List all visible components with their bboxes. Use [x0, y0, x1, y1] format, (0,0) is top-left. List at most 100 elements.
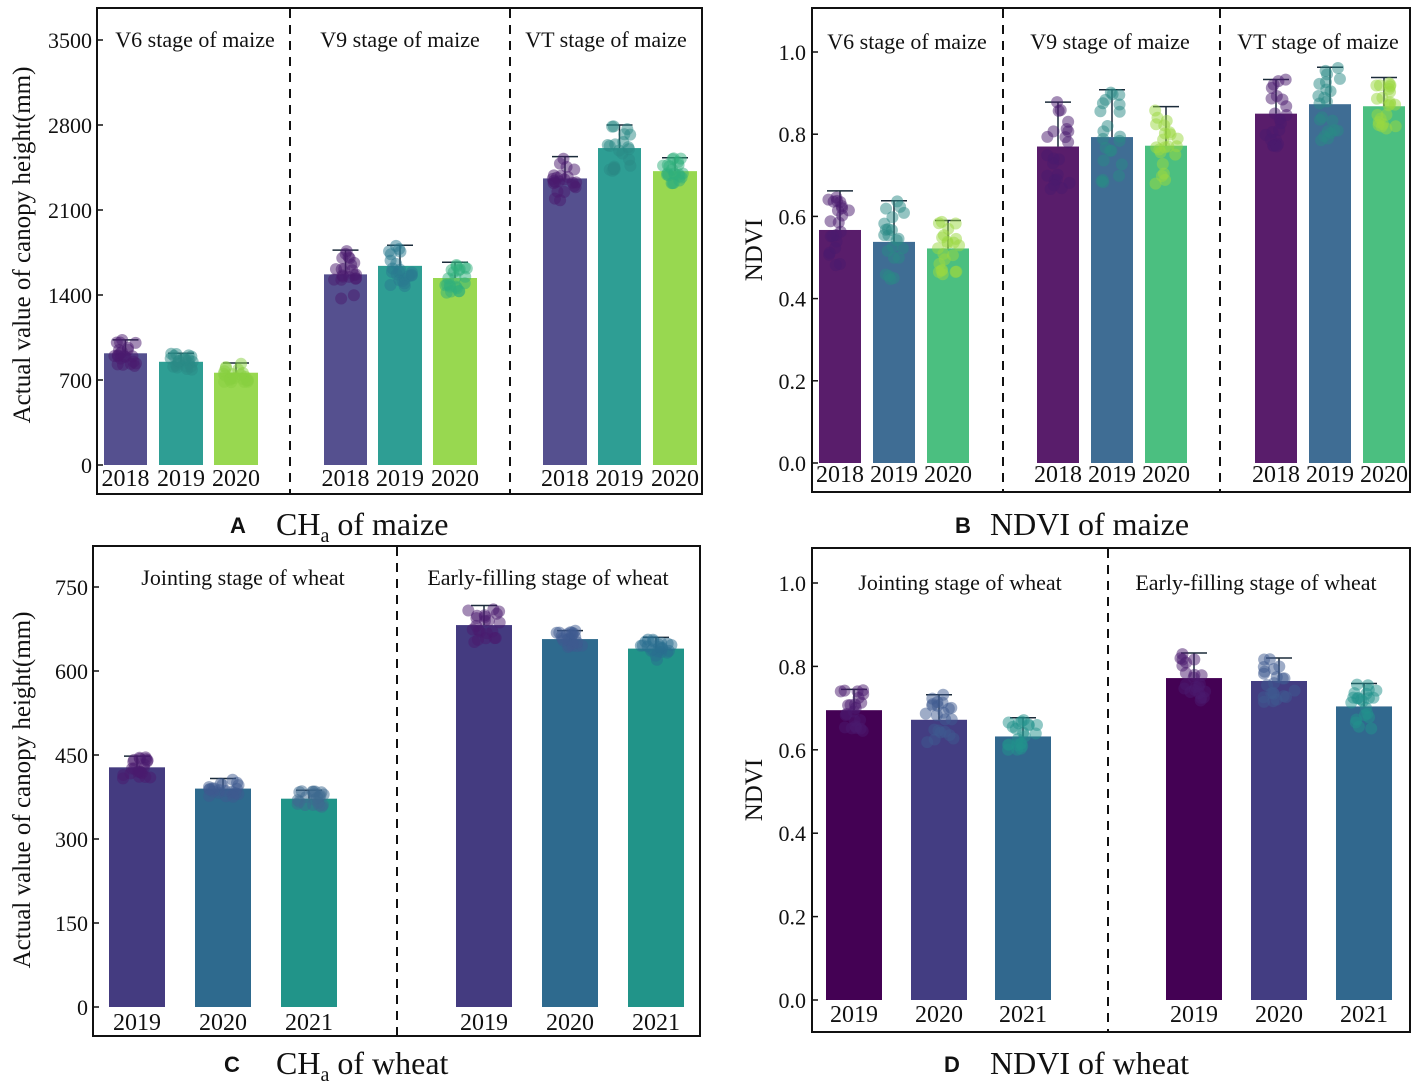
bar-2019 [1166, 678, 1222, 1000]
sample-point [1113, 105, 1126, 118]
sample-point [117, 768, 130, 781]
caption-main: NDVI of maize [990, 506, 1189, 542]
sample-point [1179, 666, 1192, 679]
bar-2021 [1336, 706, 1392, 1000]
panel-caption: CHa of wheat [276, 1045, 449, 1086]
bar-2020 [542, 639, 598, 1007]
sample-point [118, 350, 131, 363]
sample-point [1324, 85, 1337, 98]
sample-point [486, 625, 499, 638]
sample-point [1163, 126, 1176, 139]
sample-point [1321, 68, 1334, 81]
sample-point [1153, 143, 1166, 156]
sample-point [1063, 176, 1076, 189]
sample-point [570, 176, 583, 189]
stage-label: Jointing stage of wheat [858, 570, 1061, 595]
sample-point [608, 162, 621, 175]
sample-point [1041, 149, 1054, 162]
sample-point [1313, 97, 1326, 110]
y-tick-label: 0.2 [779, 369, 807, 394]
plot-frame [96, 7, 703, 495]
sample-point [942, 702, 955, 715]
sample-point [1162, 140, 1175, 153]
sample-point [1195, 691, 1208, 704]
sample-point [1333, 72, 1346, 85]
panel-letter: A [230, 513, 246, 538]
x-tick-label: 2020 [651, 466, 699, 492]
panel-caption: NDVI of wheat [990, 1045, 1189, 1081]
sample-point [606, 120, 619, 133]
y-tick-label: 0.2 [779, 905, 807, 930]
sample-point [852, 691, 865, 704]
x-tick-label: 2019 [1088, 462, 1136, 488]
stage-label: VT stage of maize [1237, 29, 1398, 54]
sample-point [347, 289, 360, 302]
caption-rest: of wheat [329, 1045, 448, 1081]
sample-point [557, 152, 570, 165]
sample-point [1029, 727, 1042, 740]
panel-c: 0 150 300 450 600 750 Actual value of canopy h… [9, 545, 701, 1086]
sample-point [445, 285, 458, 298]
sample-point [1331, 124, 1344, 137]
sample-point [1157, 167, 1170, 180]
sample-point [879, 223, 892, 236]
stage-label: V9 stage of maize [1030, 29, 1189, 54]
x-tick-label: 2018 [1034, 462, 1082, 488]
sample-point [1268, 107, 1281, 120]
panel-caption: NDVI of maize [990, 506, 1189, 542]
x-tick-label: 2018 [102, 466, 150, 492]
y-tick-label: 0.0 [779, 988, 807, 1013]
bar-2019 [1091, 137, 1133, 463]
sample-point [943, 729, 956, 742]
x-tick-label: 2019 [1306, 462, 1354, 488]
sample-point [887, 251, 900, 264]
sample-point [1059, 131, 1072, 144]
sample-point [453, 263, 466, 276]
y-axis-label: NDVI [741, 219, 768, 282]
y-tick-label: 1.0 [779, 40, 807, 65]
sample-point [1097, 132, 1110, 145]
sample-point [1321, 125, 1334, 138]
bar-2020 [1363, 106, 1405, 463]
y-tick-label: 0.8 [779, 654, 807, 679]
x-tick-label: 2020 [1360, 462, 1408, 488]
caption-rest: of maize [329, 506, 448, 542]
sample-point [466, 623, 479, 636]
panel-letter: C [224, 1052, 240, 1077]
sample-point [884, 273, 897, 286]
bar-2018 [1255, 113, 1297, 464]
sample-point [1277, 690, 1290, 703]
sample-point [1150, 118, 1163, 131]
bar-2020 [195, 788, 251, 1007]
caption-subscript: a [320, 1064, 329, 1086]
bar-2020 [433, 278, 477, 465]
sample-point [1052, 104, 1065, 117]
sample-point [558, 185, 571, 198]
sample-point [547, 169, 560, 182]
sample-point [1188, 683, 1201, 696]
sample-point [653, 641, 666, 654]
sample-point [891, 195, 904, 208]
sample-point [203, 789, 216, 802]
sample-point [1373, 79, 1386, 92]
x-tick-label: 2021 [999, 1002, 1047, 1028]
sample-point [897, 206, 910, 219]
sample-point [1280, 108, 1293, 121]
sample-point [1313, 77, 1326, 90]
sample-point [934, 726, 947, 739]
sample-point [1171, 132, 1184, 145]
sample-point [1349, 716, 1362, 729]
sample-point [1267, 695, 1280, 708]
sample-point [394, 245, 407, 258]
sample-point [462, 604, 475, 617]
y-tick-label: 0.8 [779, 122, 807, 147]
caption-main: CH [276, 506, 320, 542]
sample-point [931, 242, 944, 255]
sample-point [674, 152, 687, 165]
y-axis-label: NDVI [741, 759, 768, 822]
sample-point [838, 721, 851, 734]
bar-2019 [378, 265, 422, 465]
bar-2019 [456, 625, 512, 1007]
bar-2019 [1309, 104, 1351, 464]
y-tick-label: 0.4 [779, 287, 807, 312]
